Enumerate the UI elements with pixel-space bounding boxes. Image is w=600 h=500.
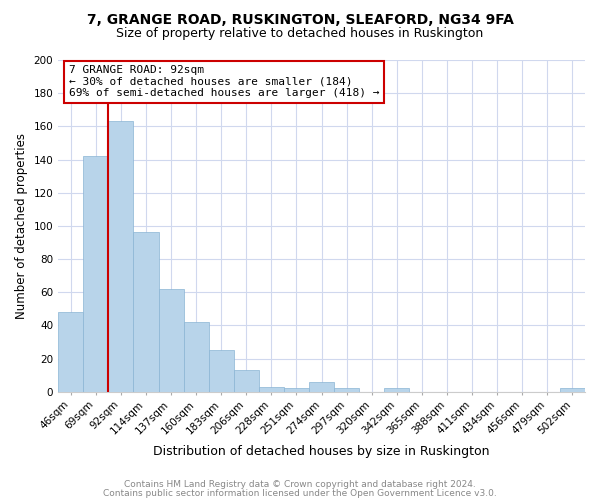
Y-axis label: Number of detached properties: Number of detached properties (15, 133, 28, 319)
Text: Contains HM Land Registry data © Crown copyright and database right 2024.: Contains HM Land Registry data © Crown c… (124, 480, 476, 489)
Bar (83, 156, 109, 392)
Bar (334, 388, 359, 392)
X-axis label: Distribution of detached houses by size in Ruskington: Distribution of detached houses by size … (154, 444, 490, 458)
Bar (309, 382, 334, 392)
Bar (284, 388, 309, 392)
Text: 7 GRANGE ROAD: 92sqm
← 30% of detached houses are smaller (184)
69% of semi-deta: 7 GRANGE ROAD: 92sqm ← 30% of detached h… (69, 65, 379, 98)
Bar (560, 388, 585, 392)
Bar (385, 388, 409, 392)
Bar (259, 386, 284, 392)
Text: Contains public sector information licensed under the Open Government Licence v3: Contains public sector information licen… (103, 488, 497, 498)
Bar (234, 370, 259, 392)
Bar (109, 122, 133, 392)
Bar (209, 350, 234, 392)
Bar (58, 312, 83, 392)
Bar (184, 322, 209, 392)
Text: 7, GRANGE ROAD, RUSKINGTON, SLEAFORD, NG34 9FA: 7, GRANGE ROAD, RUSKINGTON, SLEAFORD, NG… (86, 12, 514, 26)
Bar (133, 232, 158, 392)
Bar (158, 289, 184, 392)
Text: Size of property relative to detached houses in Ruskington: Size of property relative to detached ho… (116, 28, 484, 40)
